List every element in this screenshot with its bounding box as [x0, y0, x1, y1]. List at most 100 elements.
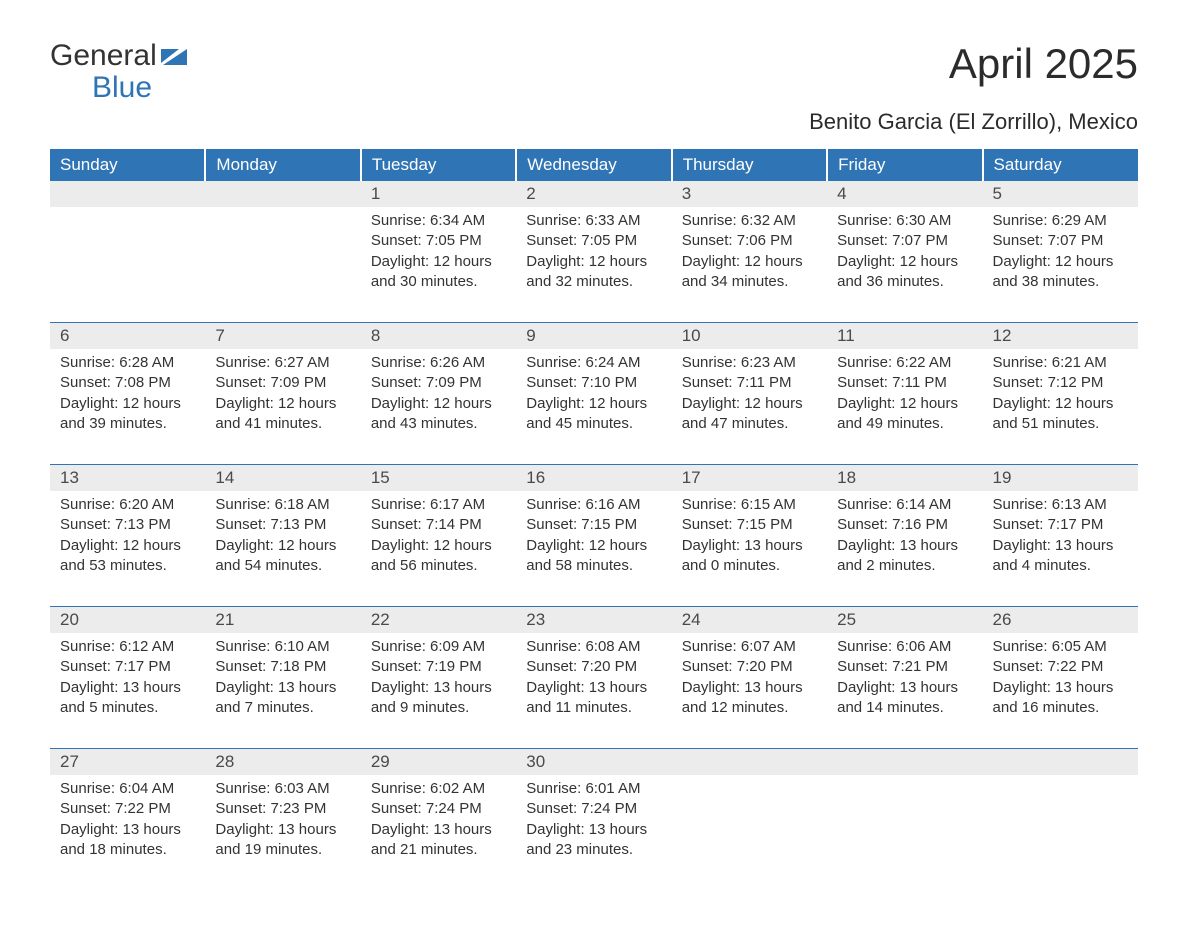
daylight-text: Daylight: 13 hours and 18 minutes.: [60, 820, 195, 861]
header: General Blue April 2025: [50, 40, 1138, 103]
day-detail-row: Sunrise: 6:20 AMSunset: 7:13 PMDaylight:…: [50, 491, 1138, 607]
day-detail-cell: Sunrise: 6:20 AMSunset: 7:13 PMDaylight:…: [50, 491, 205, 607]
sunset-text: Sunset: 7:07 PM: [993, 231, 1128, 251]
daylight-text: Daylight: 12 hours and 53 minutes.: [60, 536, 195, 577]
day-number-cell: 28: [205, 749, 360, 775]
day-detail-cell: Sunrise: 6:28 AMSunset: 7:08 PMDaylight:…: [50, 349, 205, 465]
sunset-text: Sunset: 7:16 PM: [837, 515, 972, 535]
day-detail-cell: Sunrise: 6:30 AMSunset: 7:07 PMDaylight:…: [827, 207, 982, 323]
day-detail-row: Sunrise: 6:04 AMSunset: 7:22 PMDaylight:…: [50, 775, 1138, 890]
day-number-cell: 11: [827, 323, 982, 349]
sunrise-text: Sunrise: 6:24 AM: [526, 353, 661, 373]
sunset-text: Sunset: 7:12 PM: [993, 373, 1128, 393]
day-detail-cell: Sunrise: 6:29 AMSunset: 7:07 PMDaylight:…: [983, 207, 1138, 323]
sunset-text: Sunset: 7:19 PM: [371, 657, 506, 677]
sunrise-text: Sunrise: 6:03 AM: [215, 779, 350, 799]
weekday-header: Friday: [827, 149, 982, 181]
sunset-text: Sunset: 7:11 PM: [837, 373, 972, 393]
daylight-text: Daylight: 13 hours and 0 minutes.: [682, 536, 817, 577]
day-number-cell: 6: [50, 323, 205, 349]
day-number-row: 13141516171819: [50, 465, 1138, 491]
day-number-cell: 29: [361, 749, 516, 775]
sunrise-text: Sunrise: 6:01 AM: [526, 779, 661, 799]
day-number-cell: 4: [827, 181, 982, 207]
day-number-cell: [672, 749, 827, 775]
sunset-text: Sunset: 7:22 PM: [60, 799, 195, 819]
sunrise-text: Sunrise: 6:18 AM: [215, 495, 350, 515]
day-detail-cell: Sunrise: 6:15 AMSunset: 7:15 PMDaylight:…: [672, 491, 827, 607]
day-detail-cell: Sunrise: 6:27 AMSunset: 7:09 PMDaylight:…: [205, 349, 360, 465]
weekday-header: Wednesday: [516, 149, 671, 181]
daylight-text: Daylight: 12 hours and 38 minutes.: [993, 252, 1128, 293]
sunrise-text: Sunrise: 6:05 AM: [993, 637, 1128, 657]
day-detail-cell: Sunrise: 6:02 AMSunset: 7:24 PMDaylight:…: [361, 775, 516, 890]
sunset-text: Sunset: 7:24 PM: [371, 799, 506, 819]
sunset-text: Sunset: 7:13 PM: [60, 515, 195, 535]
day-detail-cell: Sunrise: 6:13 AMSunset: 7:17 PMDaylight:…: [983, 491, 1138, 607]
day-detail-row: Sunrise: 6:28 AMSunset: 7:08 PMDaylight:…: [50, 349, 1138, 465]
logo-word-blue: Blue: [92, 72, 157, 104]
day-number-cell: 16: [516, 465, 671, 491]
sunset-text: Sunset: 7:05 PM: [526, 231, 661, 251]
day-number-cell: [205, 181, 360, 207]
sunrise-text: Sunrise: 6:15 AM: [682, 495, 817, 515]
daylight-text: Daylight: 12 hours and 56 minutes.: [371, 536, 506, 577]
day-detail-cell: [672, 775, 827, 890]
day-detail-cell: Sunrise: 6:33 AMSunset: 7:05 PMDaylight:…: [516, 207, 671, 323]
day-number-cell: 17: [672, 465, 827, 491]
day-detail-cell: Sunrise: 6:24 AMSunset: 7:10 PMDaylight:…: [516, 349, 671, 465]
weekday-header: Tuesday: [361, 149, 516, 181]
sunset-text: Sunset: 7:23 PM: [215, 799, 350, 819]
sunrise-text: Sunrise: 6:29 AM: [993, 211, 1128, 231]
sunset-text: Sunset: 7:21 PM: [837, 657, 972, 677]
daylight-text: Daylight: 13 hours and 23 minutes.: [526, 820, 661, 861]
day-number-cell: 24: [672, 607, 827, 633]
day-detail-cell: Sunrise: 6:12 AMSunset: 7:17 PMDaylight:…: [50, 633, 205, 749]
daylight-text: Daylight: 12 hours and 39 minutes.: [60, 394, 195, 435]
day-detail-cell: Sunrise: 6:16 AMSunset: 7:15 PMDaylight:…: [516, 491, 671, 607]
weekday-header: Monday: [205, 149, 360, 181]
sunrise-text: Sunrise: 6:13 AM: [993, 495, 1128, 515]
logo-word-general: General: [50, 39, 157, 72]
daylight-text: Daylight: 12 hours and 41 minutes.: [215, 394, 350, 435]
sunrise-text: Sunrise: 6:32 AM: [682, 211, 817, 231]
sunrise-text: Sunrise: 6:21 AM: [993, 353, 1128, 373]
daylight-text: Daylight: 12 hours and 45 minutes.: [526, 394, 661, 435]
sunrise-text: Sunrise: 6:17 AM: [371, 495, 506, 515]
sunset-text: Sunset: 7:17 PM: [993, 515, 1128, 535]
day-number-row: 12345: [50, 181, 1138, 207]
sunrise-text: Sunrise: 6:16 AM: [526, 495, 661, 515]
day-number-cell: 25: [827, 607, 982, 633]
day-detail-cell: Sunrise: 6:01 AMSunset: 7:24 PMDaylight:…: [516, 775, 671, 890]
day-detail-row: Sunrise: 6:34 AMSunset: 7:05 PMDaylight:…: [50, 207, 1138, 323]
day-number-row: 20212223242526: [50, 607, 1138, 633]
day-detail-cell: Sunrise: 6:22 AMSunset: 7:11 PMDaylight:…: [827, 349, 982, 465]
sunrise-text: Sunrise: 6:27 AM: [215, 353, 350, 373]
day-detail-cell: Sunrise: 6:17 AMSunset: 7:14 PMDaylight:…: [361, 491, 516, 607]
sunset-text: Sunset: 7:08 PM: [60, 373, 195, 393]
day-detail-cell: Sunrise: 6:07 AMSunset: 7:20 PMDaylight:…: [672, 633, 827, 749]
daylight-text: Daylight: 13 hours and 14 minutes.: [837, 678, 972, 719]
daylight-text: Daylight: 13 hours and 21 minutes.: [371, 820, 506, 861]
sunrise-text: Sunrise: 6:26 AM: [371, 353, 506, 373]
day-number-cell: 9: [516, 323, 671, 349]
day-number-cell: 3: [672, 181, 827, 207]
day-number-cell: 10: [672, 323, 827, 349]
daylight-text: Daylight: 13 hours and 12 minutes.: [682, 678, 817, 719]
daylight-text: Daylight: 13 hours and 11 minutes.: [526, 678, 661, 719]
day-detail-cell: [983, 775, 1138, 890]
day-detail-cell: Sunrise: 6:32 AMSunset: 7:06 PMDaylight:…: [672, 207, 827, 323]
day-number-cell: 20: [50, 607, 205, 633]
daylight-text: Daylight: 12 hours and 49 minutes.: [837, 394, 972, 435]
day-number-cell: 1: [361, 181, 516, 207]
day-number-cell: 21: [205, 607, 360, 633]
day-detail-cell: Sunrise: 6:21 AMSunset: 7:12 PMDaylight:…: [983, 349, 1138, 465]
day-detail-cell: Sunrise: 6:08 AMSunset: 7:20 PMDaylight:…: [516, 633, 671, 749]
sunset-text: Sunset: 7:15 PM: [682, 515, 817, 535]
day-number-cell: 5: [983, 181, 1138, 207]
sunset-text: Sunset: 7:09 PM: [371, 373, 506, 393]
sunset-text: Sunset: 7:09 PM: [215, 373, 350, 393]
sunrise-text: Sunrise: 6:22 AM: [837, 353, 972, 373]
day-number-cell: 18: [827, 465, 982, 491]
sunrise-text: Sunrise: 6:04 AM: [60, 779, 195, 799]
